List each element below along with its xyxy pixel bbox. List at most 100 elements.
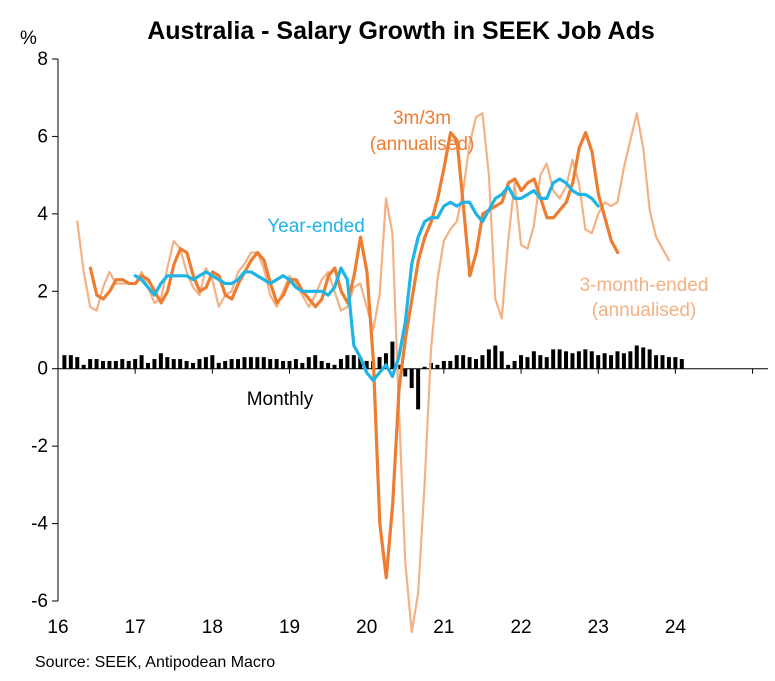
monthly-bar [139, 355, 144, 369]
monthly-bar [236, 359, 241, 369]
chart-title: Australia - Salary Growth in SEEK Job Ad… [147, 17, 655, 45]
monthly-bar [474, 359, 478, 369]
monthly-bar [461, 355, 466, 369]
monthly-bar [679, 359, 684, 369]
y-axis-unit-label: % [20, 28, 37, 49]
monthly-bar [165, 357, 170, 369]
monthly-bar [152, 359, 157, 369]
annotation-year-ended: Year-ended [267, 216, 365, 237]
monthly-bar [377, 357, 382, 369]
monthly-bar [338, 359, 343, 369]
monthly-bar [242, 357, 247, 369]
monthly-bar [551, 349, 556, 369]
y-tick-label: 0 [37, 359, 48, 380]
monthly-bar [538, 355, 543, 369]
annotation-3m3m-line2: (annualised) [370, 134, 475, 155]
line-3-month-ended [76, 112, 671, 634]
monthly-bar [557, 349, 562, 369]
monthly-bar [654, 355, 659, 369]
monthly-bar [364, 360, 369, 369]
monthly-bar [596, 355, 601, 369]
y-tick-label: -4 [31, 514, 48, 535]
monthly-bar [107, 360, 112, 369]
x-tick-label: 22 [510, 617, 531, 638]
y-tick-label: 6 [37, 126, 48, 147]
monthly-bar [609, 355, 614, 369]
monthly-bar [454, 355, 459, 369]
monthly-bar [184, 360, 189, 369]
monthly-bar [281, 360, 286, 369]
monthly-bar [615, 351, 620, 369]
monthly-bar [499, 351, 504, 369]
monthly-bar [146, 362, 151, 369]
monthly-bar [216, 362, 221, 369]
monthly-bar [641, 347, 646, 369]
y-tick-label: -6 [31, 591, 48, 612]
monthly-bar [570, 353, 575, 369]
monthly-bar [583, 349, 588, 369]
monthly-bar [261, 357, 266, 369]
monthly-bar [113, 360, 118, 369]
monthly-bar [268, 359, 273, 369]
annotation-3-month-ended-line2: (annualised) [592, 300, 697, 321]
monthly-bar [171, 359, 176, 369]
monthly-bar [178, 359, 183, 369]
monthly-bar [409, 368, 414, 389]
annotation-3m3m-line1: 3m/3m [393, 108, 451, 129]
monthly-bar [486, 349, 491, 369]
source-note: Source: SEEK, Antipodean Macro [35, 654, 275, 671]
monthly-bar [383, 353, 388, 369]
x-tick-label: 18 [202, 617, 223, 638]
monthly-bar [628, 351, 633, 369]
monthly-bars [62, 341, 684, 410]
monthly-bar [673, 357, 678, 369]
monthly-bar [525, 357, 530, 369]
monthly-bar [422, 366, 427, 369]
monthly-bar [210, 355, 215, 369]
y-tick-label: -2 [31, 436, 48, 457]
monthly-bar [223, 360, 228, 369]
monthly-bar [396, 364, 401, 369]
monthly-bar [564, 351, 569, 369]
monthly-bar [255, 357, 260, 369]
monthly-bar [621, 353, 626, 369]
monthly-bar [480, 355, 485, 369]
monthly-bar [326, 362, 331, 369]
monthly-bar [300, 362, 305, 369]
x-tick-label: 24 [665, 617, 687, 638]
monthly-bar [158, 353, 163, 369]
x-tick-label: 20 [356, 617, 377, 638]
monthly-bar [416, 368, 421, 410]
monthly-bar [120, 359, 125, 369]
x-tick-label: 17 [125, 617, 146, 638]
monthly-bar [345, 355, 350, 369]
monthly-bar [101, 360, 105, 369]
monthly-bar [493, 345, 498, 369]
monthly-bar [81, 364, 86, 369]
monthly-bar [647, 349, 652, 369]
monthly-bar [512, 360, 517, 369]
x-tick-label: 21 [433, 617, 454, 638]
monthly-bar [448, 360, 453, 369]
monthly-bar [68, 355, 73, 369]
x-tick-label: 19 [279, 617, 300, 638]
monthly-bar [634, 345, 639, 369]
monthly-bar [544, 357, 549, 369]
monthly-bar [358, 357, 363, 369]
monthly-bar [506, 364, 511, 369]
monthly-bar [666, 357, 671, 369]
monthly-bar [589, 351, 594, 369]
monthly-bar [94, 359, 99, 369]
monthly-bar [467, 357, 472, 369]
monthly-bar [403, 368, 408, 377]
monthly-bar [126, 360, 131, 369]
monthly-bar [531, 351, 536, 369]
series-lines [76, 112, 671, 634]
monthly-bar [576, 351, 581, 369]
monthly-bar [306, 357, 311, 369]
monthly-bar [75, 357, 80, 369]
monthly-bar [602, 353, 607, 369]
monthly-bar [248, 357, 253, 369]
monthly-bar [62, 355, 67, 369]
